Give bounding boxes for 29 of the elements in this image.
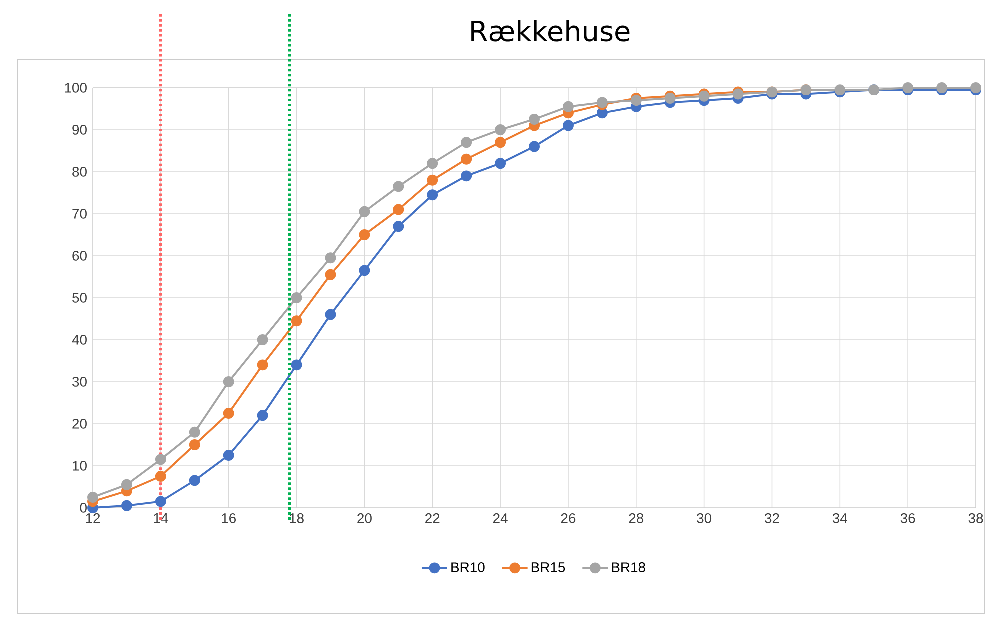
x-tick-label: 28 bbox=[629, 513, 644, 524]
legend-label: BR10 bbox=[452, 562, 485, 572]
x-tick-label: 24 bbox=[493, 513, 508, 524]
x-tick-label: 34 bbox=[832, 513, 848, 524]
y-tick-label: 30 bbox=[72, 377, 87, 387]
legend-label: BR18 bbox=[612, 562, 646, 572]
y-tick-label: 90 bbox=[72, 125, 87, 135]
x-tick-label: 26 bbox=[561, 513, 576, 524]
legend-label: BR15 bbox=[532, 562, 566, 572]
x-tick-label: 18 bbox=[290, 513, 304, 524]
y-tick-label: 50 bbox=[72, 293, 87, 303]
x-tick-label: 36 bbox=[900, 513, 916, 524]
y-tick-label: 80 bbox=[72, 167, 87, 177]
y-tick-label: 40 bbox=[72, 335, 87, 345]
x-tick-label: 12 bbox=[86, 513, 100, 524]
x-tick-label: 30 bbox=[697, 513, 712, 524]
y-tick-label: 0 bbox=[80, 503, 87, 513]
x-tick-label: 16 bbox=[222, 513, 236, 524]
y-tick-label: 10 bbox=[73, 461, 87, 471]
x-tick-label: 20 bbox=[358, 513, 372, 524]
x-tick-label: 14 bbox=[154, 514, 168, 524]
chart-title: Rækkehuse bbox=[472, 20, 630, 42]
x-tick-label: 38 bbox=[968, 513, 984, 524]
x-tick-label: 22 bbox=[426, 513, 440, 524]
y-tick-label: 60 bbox=[72, 251, 87, 261]
y-tick-label: 20 bbox=[72, 419, 87, 429]
y-tick-label: 100 bbox=[65, 83, 87, 93]
y-tick-label: 70 bbox=[72, 209, 87, 219]
x-tick-label: 32 bbox=[765, 513, 780, 524]
